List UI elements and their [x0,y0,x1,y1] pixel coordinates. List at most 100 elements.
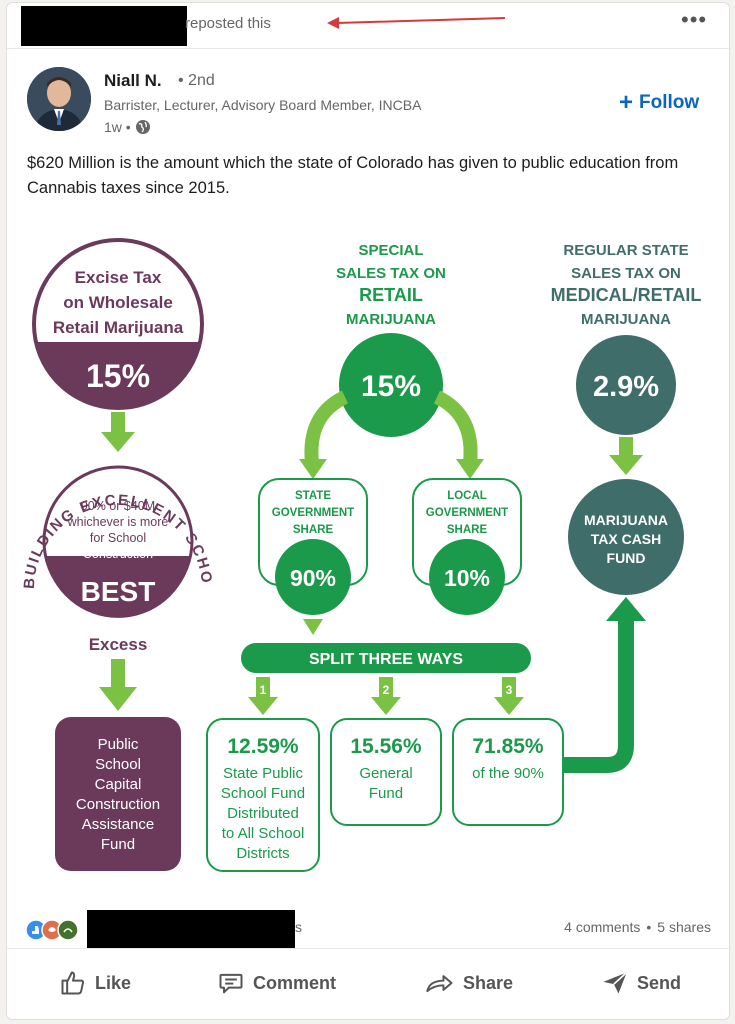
repost-label: reposted this [185,15,271,32]
regular-rate: 2.9% [593,371,659,403]
shares-count[interactable]: 5 shares [657,919,711,935]
split-arrow-1: 1 [248,677,278,715]
split-box-3: 71.85% of the 90% [452,718,564,826]
comment-icon [219,973,243,994]
special-rate-circle: 15% [339,333,443,437]
comments-count[interactable]: 4 comments [564,919,641,935]
excise-line1: Excise Tax [75,268,162,287]
split-1-line1: State Public [223,765,304,782]
local-share-line1: LOCAL [447,490,487,502]
cash-fund-line1: MARIJUANA [584,512,668,528]
split-num-2: 2 [383,683,390,697]
comments-shares: 4 comments • 5 shares [564,919,711,935]
plus-icon: + [619,89,634,116]
regular-line3: MEDICAL/RETAIL [551,285,702,305]
split-1-line4: to All School [222,825,305,842]
best-label: BEST [81,576,156,607]
excise-line3: Retail Marijuana [53,318,184,337]
split-1-line5: Districts [236,845,289,862]
split-box-1: 12.59% State Public School Fund Distribu… [206,718,320,872]
author-headline: Barrister, Lecturer, Advisory Board Memb… [104,97,422,113]
local-share-rate: 10% [444,565,490,591]
state-share-line2: GOVERNMENT [272,507,354,519]
comment-button[interactable]: Comment [217,969,336,997]
capital-fund-line2: School [95,756,141,773]
cash-fund-line2: TAX CASH [591,531,662,547]
avatar[interactable] [27,67,91,131]
best-line2: whichever is more [67,515,169,529]
send-icon [603,971,628,994]
regular-line1: REGULAR STATE [563,242,688,259]
small-down-arrow-icon [303,619,323,635]
special-line4: MARIJUANA [346,311,436,328]
state-share-box: STATE GOVERNMENT SHARE 90% [258,478,368,615]
regular-rate-circle: 2.9% [576,335,676,435]
split-1-pct: 12.59% [227,735,299,758]
regular-line4: MARIJUANA [581,311,671,328]
follow-label: Follow [639,92,700,113]
send-button[interactable]: Send [601,969,681,997]
count-separator: • [646,919,652,935]
follow-button[interactable]: + Follow [619,91,699,115]
reactions-trailing: s [295,919,302,935]
split-3-pct: 71.85% [472,735,544,758]
local-share-line3: SHARE [447,524,488,536]
split-2-pct: 15.56% [350,735,422,758]
reaction-icons[interactable] [25,919,83,941]
split-1-line2: School Fund [221,785,305,802]
share-button[interactable]: Share [425,969,513,997]
post-time-label: 1w • [104,119,131,135]
split-three-ways-bar: SPLIT THREE WAYS [241,643,531,673]
send-label: Send [637,972,682,993]
split-num-3: 3 [506,683,513,697]
cash-fund-line3: FUND [607,550,646,566]
state-share-rate: 90% [290,565,336,591]
regular-sales-tax-heading: REGULAR STATE SALES TAX ON MEDICAL/RETAI… [551,242,702,328]
local-share-box: LOCAL GOVERNMENT SHARE 10% [412,478,522,615]
split-2-line2: Fund [369,785,403,802]
curved-arrow-right [433,390,478,464]
return-arrow-line [563,617,634,773]
like-button[interactable]: Like [59,969,131,997]
state-share-line1: STATE [295,490,331,502]
red-arrow-annotation [327,17,506,29]
split-num-1: 1 [260,683,267,697]
more-options-icon[interactable]: ••• [681,7,708,32]
action-bar: Like Comment Share Send [7,955,731,1015]
excise-rate: 15% [86,358,150,394]
arrow-head-left-icon [299,459,327,479]
author-name[interactable]: Niall N. [104,71,162,90]
capital-fund-line4: Construction [76,796,160,813]
split-2-line1: General [359,765,412,782]
down-arrow-icon [609,437,643,475]
regular-line2: SALES TAX ON [571,265,681,282]
special-sales-tax-heading: SPECIAL SALES TAX ON RETAIL MARIJUANA [336,242,446,328]
globe-icon [135,120,150,134]
up-arrow-icon [606,597,646,621]
arrow-head-right-icon [456,459,484,479]
connection-degree: • 2nd [178,72,215,89]
excise-tax-circle: Excise Tax on Wholesale Retail Marijuana… [32,238,204,410]
capital-fund-line3: Capital [95,776,142,793]
local-share-line2: GOVERNMENT [426,507,508,519]
split-box-2: 15.56% General Fund [330,718,442,826]
like-label: Like [95,972,132,993]
special-line1: SPECIAL [358,242,423,259]
special-rate: 15% [361,370,421,403]
redacted-name [21,6,187,46]
cannabis-tax-infographic[interactable]: Excise Tax on Wholesale Retail Marijuana… [7,229,731,879]
repost-header: reposted this ••• [7,3,731,49]
special-line2: SALES TAX ON [336,265,446,282]
split-arrow-2: 2 [371,677,401,715]
comment-label: Comment [253,972,337,993]
share-arrow-icon [426,975,453,993]
redacted-reactors [87,910,295,948]
thumbs-up-icon [61,971,85,995]
excess-label: Excess [89,635,148,654]
capital-construction-fund-box: Public School Capital Construction Assis… [55,717,181,871]
special-line3: RETAIL [359,285,423,305]
curved-arrow-left [304,390,349,464]
capital-fund-line6: Fund [101,836,135,853]
share-label: Share [463,972,514,993]
down-arrow-icon [101,412,135,452]
